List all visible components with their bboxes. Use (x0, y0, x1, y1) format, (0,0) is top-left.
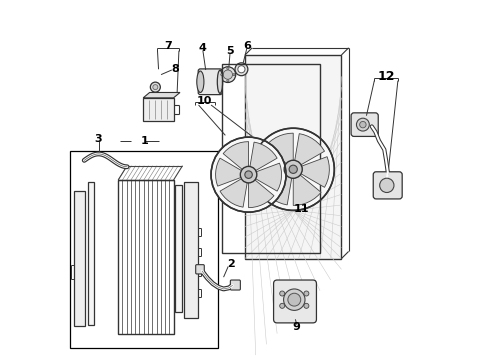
Ellipse shape (197, 71, 204, 93)
Text: 12: 12 (377, 70, 395, 83)
Circle shape (280, 291, 285, 296)
Circle shape (220, 73, 223, 76)
Polygon shape (250, 142, 277, 171)
Bar (175, 185, 182, 312)
FancyBboxPatch shape (373, 172, 402, 199)
Text: 8: 8 (172, 64, 179, 74)
Circle shape (150, 82, 160, 92)
Bar (74, 191, 85, 327)
Circle shape (227, 67, 229, 69)
Polygon shape (257, 151, 286, 182)
Bar (143, 98, 173, 121)
Text: 5: 5 (226, 46, 234, 57)
Bar (70, 152, 218, 348)
Polygon shape (262, 174, 292, 205)
Bar (222, 64, 320, 253)
Text: 7: 7 (164, 41, 172, 51)
Polygon shape (266, 133, 293, 164)
Circle shape (223, 70, 232, 79)
Circle shape (211, 137, 286, 212)
Circle shape (153, 85, 158, 90)
FancyBboxPatch shape (351, 113, 378, 136)
Circle shape (245, 171, 252, 179)
Polygon shape (293, 175, 321, 206)
Circle shape (227, 80, 229, 82)
FancyBboxPatch shape (196, 265, 204, 274)
Circle shape (304, 303, 309, 308)
Circle shape (360, 121, 366, 128)
Text: 10: 10 (196, 96, 212, 107)
Polygon shape (300, 157, 329, 187)
Text: 1: 1 (141, 136, 149, 146)
Circle shape (380, 178, 394, 193)
Circle shape (280, 303, 285, 308)
Polygon shape (223, 141, 248, 170)
Bar (245, 55, 342, 258)
Circle shape (220, 67, 236, 82)
Bar (245, 55, 342, 258)
Circle shape (235, 63, 248, 76)
Polygon shape (143, 93, 180, 98)
Bar (118, 180, 173, 334)
Ellipse shape (218, 70, 222, 93)
Text: 11: 11 (294, 203, 309, 213)
Circle shape (289, 165, 297, 174)
Polygon shape (255, 163, 282, 191)
Bar (184, 182, 198, 318)
Circle shape (252, 128, 334, 210)
Bar (88, 182, 94, 325)
Circle shape (304, 291, 309, 296)
Text: 3: 3 (95, 134, 102, 144)
Text: 9: 9 (293, 322, 301, 332)
Circle shape (233, 73, 235, 76)
Text: 4: 4 (199, 43, 207, 53)
Circle shape (284, 160, 302, 178)
Polygon shape (248, 179, 274, 208)
Polygon shape (220, 179, 247, 207)
FancyBboxPatch shape (273, 280, 317, 323)
Polygon shape (294, 134, 324, 165)
Circle shape (240, 166, 257, 183)
Polygon shape (216, 158, 242, 186)
Circle shape (284, 289, 305, 310)
Circle shape (356, 118, 369, 131)
FancyBboxPatch shape (198, 69, 222, 95)
Text: 2: 2 (227, 259, 235, 269)
Circle shape (288, 293, 301, 306)
Text: 6: 6 (243, 41, 251, 51)
Circle shape (238, 66, 245, 73)
FancyBboxPatch shape (230, 280, 241, 290)
